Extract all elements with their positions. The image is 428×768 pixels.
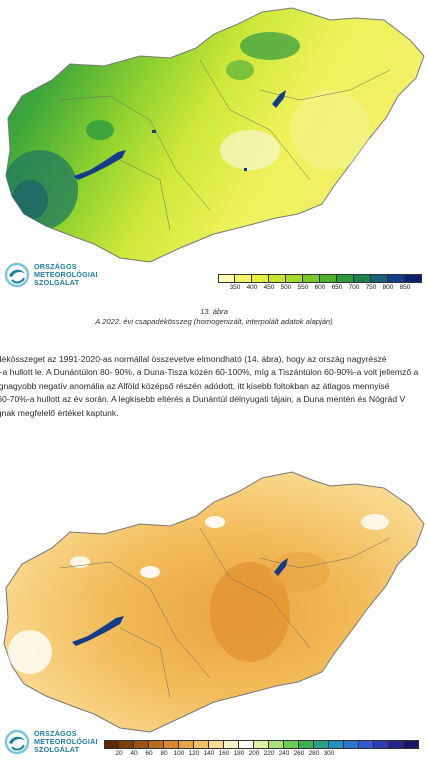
legend-swatch xyxy=(284,740,299,749)
legend-swatch xyxy=(209,740,224,749)
omsz-logo-icon xyxy=(4,729,30,755)
legend-swatch xyxy=(179,740,194,749)
legend-swatch xyxy=(286,274,303,283)
precipitation-map-2022 xyxy=(5,7,425,263)
legend-tick-label: 120 xyxy=(188,750,200,757)
legend-tick-label: 400 xyxy=(246,284,258,291)
legend-tick-label: 20 xyxy=(115,750,123,757)
figure-caption: A 2022. évi csapadékösszeg (homogenizált… xyxy=(95,317,333,326)
legend-swatch xyxy=(252,274,269,283)
legend-swatch xyxy=(134,740,149,749)
precipitation-legend-bar xyxy=(218,274,422,283)
legend-swatch xyxy=(218,274,235,283)
legend-swatch xyxy=(235,274,252,283)
legend-tick-label: 220 xyxy=(263,750,275,757)
logo-line-3: SZOLGÁLAT xyxy=(34,745,80,755)
paragraph-line: %-a hullott le. A Dunántúlon 80- 90%, a … xyxy=(0,367,419,378)
legend-tick-label: 180 xyxy=(233,750,245,757)
paragraph-line: adékösszeget az 1991-2020-as normállal ö… xyxy=(0,354,387,364)
logo-line-1: ORSZÁGOS xyxy=(34,728,77,738)
legend-tick-label: 500 xyxy=(280,284,292,291)
legend-tick-label: 260 xyxy=(293,750,305,757)
omsz-logo: ORSZÁGOS METEOROLÓGIAI SZOLGÁLAT xyxy=(4,262,98,288)
legend-tick-label: 140 xyxy=(203,750,215,757)
legend-swatch xyxy=(239,740,254,749)
precipitation-anomaly-map xyxy=(3,471,425,733)
omsz-logo-icon xyxy=(4,262,30,288)
logo-line-3: SZOLGÁLAT xyxy=(34,278,80,288)
legend-tick-label: 450 xyxy=(263,284,275,291)
paragraph-line: legnagyobb negatív anomália az Alföld kö… xyxy=(0,380,390,391)
legend-swatch xyxy=(164,740,179,749)
figure-number: 13. ábra xyxy=(200,307,228,316)
legend-tick-label: 100 xyxy=(173,750,185,757)
legend-swatch xyxy=(389,740,404,749)
legend-tick-label: 40 xyxy=(130,750,138,757)
legend-swatch xyxy=(149,740,164,749)
legend-tick-label: 350 xyxy=(229,284,241,291)
legend-tick-label: 550 xyxy=(297,284,309,291)
precipitation-legend-ticks: 350 400 450 500 550 600 650 700 750 800 850 xyxy=(218,284,414,291)
legend-swatch xyxy=(404,740,419,749)
legend-tick-label: 600 xyxy=(314,284,326,291)
legend-swatch xyxy=(371,274,388,283)
legend-swatch xyxy=(194,740,209,749)
legend-tick-label: 850 xyxy=(399,284,411,291)
legend-swatch xyxy=(119,740,134,749)
legend-tick-label: 200 xyxy=(248,750,260,757)
legend-tick-label: 60 xyxy=(145,750,153,757)
legend-tick-label: 80 xyxy=(160,750,168,757)
anomaly-legend-ticks: 20 40 60 80 100 120 140 160 180 200 220 240 260 280 30… xyxy=(104,750,337,757)
legend-tick-label: 800 xyxy=(382,284,394,291)
legend-tick-label: 160 xyxy=(218,750,230,757)
legend-swatch xyxy=(104,740,119,749)
legend-swatch xyxy=(405,274,422,283)
legend-swatch xyxy=(254,740,269,749)
legend-swatch xyxy=(224,740,239,749)
legend-swatch xyxy=(314,740,329,749)
legend-swatch xyxy=(337,274,354,283)
logo-line-1: ORSZÁGOS xyxy=(34,261,77,271)
legend-swatch xyxy=(303,274,320,283)
legend-tick-label: 650 xyxy=(331,284,343,291)
legend-tick-label: 280 xyxy=(308,750,320,757)
legend-swatch xyxy=(269,274,286,283)
legend-swatch xyxy=(359,740,374,749)
legend-swatch xyxy=(344,740,359,749)
legend-tick-label: 700 xyxy=(348,284,360,291)
legend-swatch xyxy=(329,740,344,749)
legend-tick-label: 240 xyxy=(278,750,290,757)
legend-tick-label: 300 xyxy=(323,750,335,757)
legend-swatch xyxy=(354,274,371,283)
legend-swatch xyxy=(269,740,284,749)
legend-swatch xyxy=(388,274,405,283)
legend-tick-label: 750 xyxy=(365,284,377,291)
logo-line-2: METEOROLÓGIAI xyxy=(34,736,98,746)
paragraph-line: - 60-70%-a hullott az év során. A legkis… xyxy=(0,394,406,405)
paragraph-line: agnak megfelelő értéket kaptunk. xyxy=(0,407,119,418)
anomaly-legend-bar xyxy=(104,740,419,749)
omsz-logo: ORSZÁGOS METEOROLÓGIAI SZOLGÁLAT xyxy=(4,729,98,755)
body-paragraph: adékösszeget az 1991-2020-as normállal ö… xyxy=(0,353,428,420)
legend-swatch xyxy=(374,740,389,749)
legend-swatch xyxy=(320,274,337,283)
legend-swatch xyxy=(299,740,314,749)
logo-line-2: METEOROLÓGIAI xyxy=(34,269,98,279)
